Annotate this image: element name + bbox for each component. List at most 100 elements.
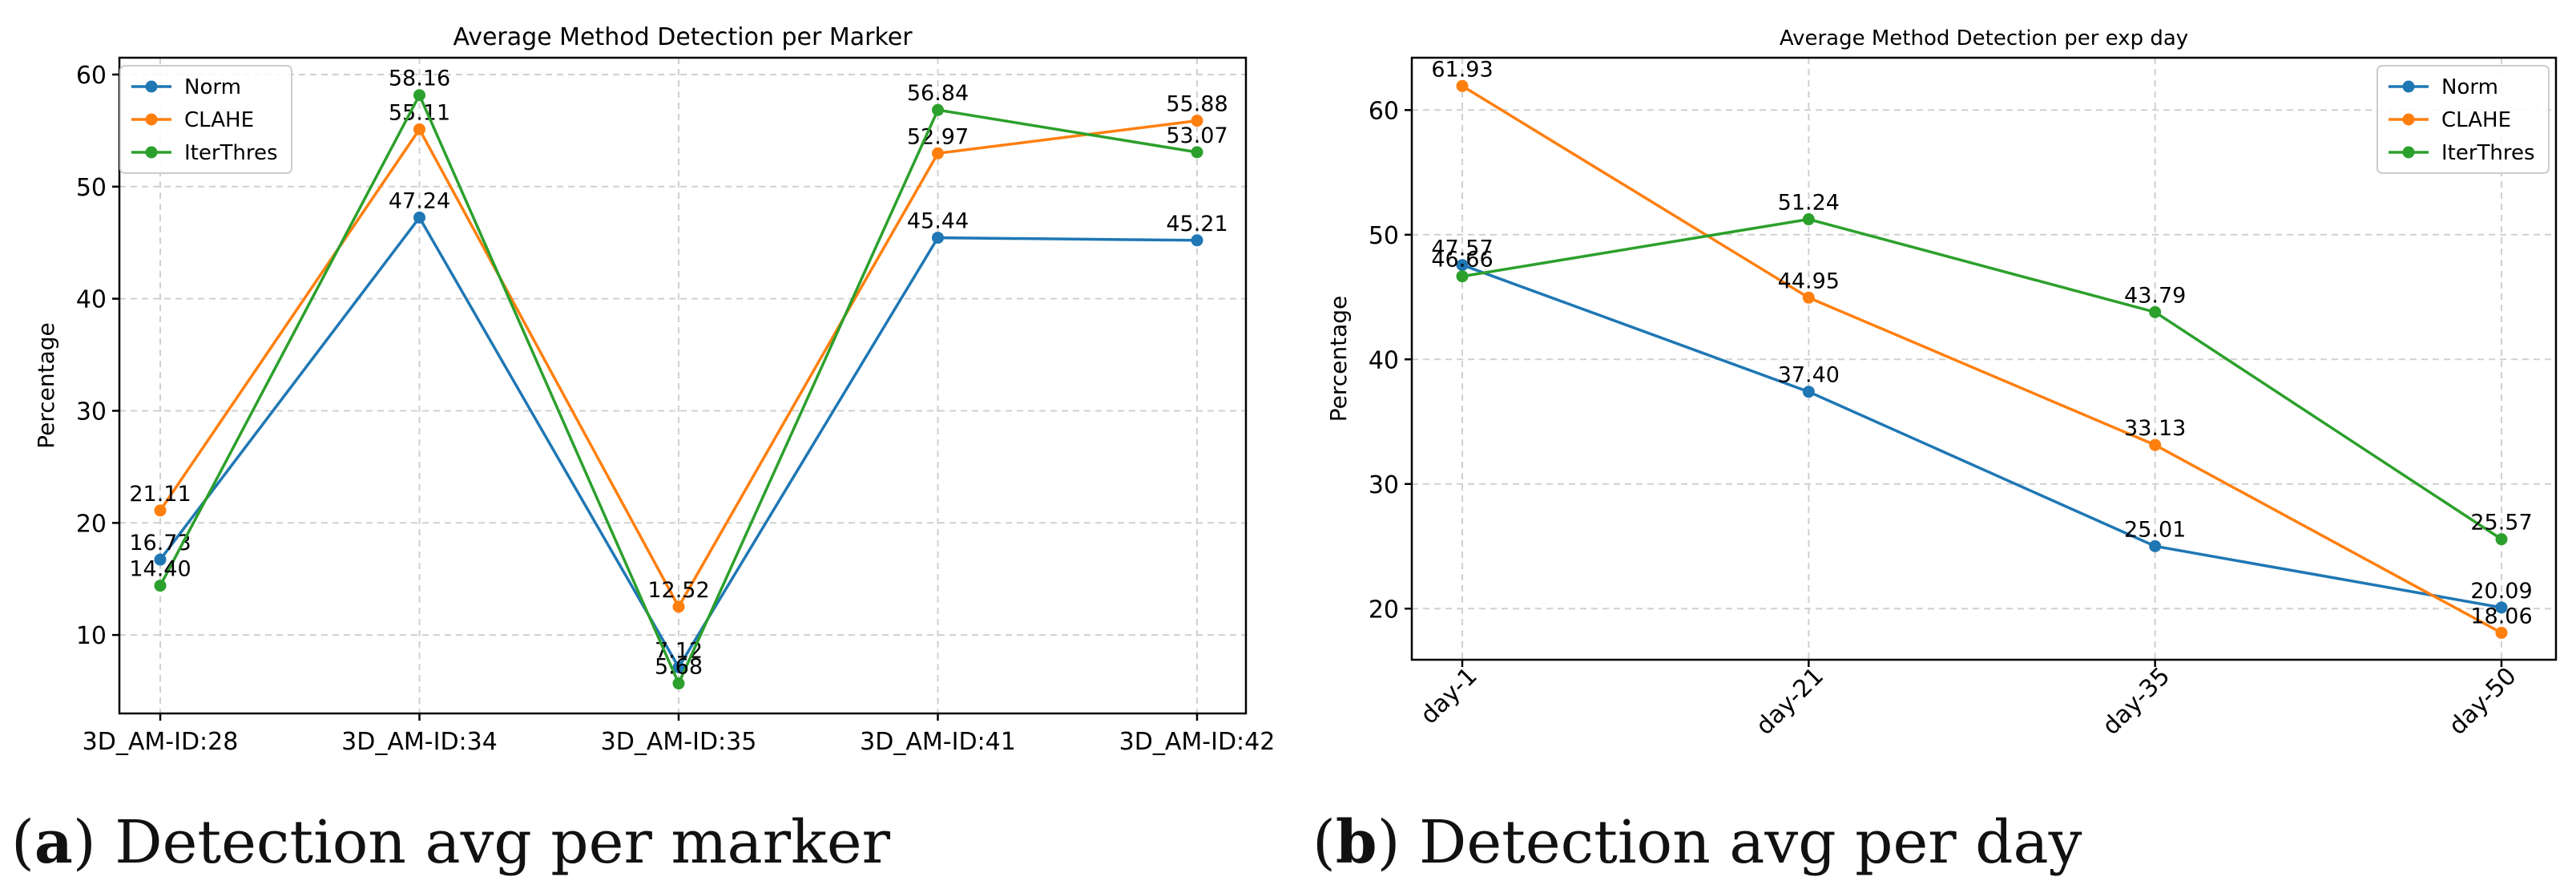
data-point-norm [1191, 234, 1203, 247]
data-label: 56.84 [907, 81, 969, 106]
data-point-norm [1802, 386, 1815, 398]
data-label: 5.68 [655, 655, 703, 680]
caption-a: (a) Detection avg per marker [11, 808, 891, 877]
x-tick-label: day-50 [2444, 662, 2522, 741]
series-line-norm [1461, 263, 2502, 609]
data-point-iterthres [1802, 213, 1815, 226]
data-point-clahe [2495, 626, 2508, 639]
data-label: 55.11 [389, 100, 450, 125]
data-point-iterthres [2495, 533, 2508, 546]
y-tick-label: 40 [1369, 346, 1399, 374]
y-tick-label: 20 [76, 510, 107, 538]
legend-label: IterThres [184, 141, 278, 165]
data-point-iterthres [2149, 305, 2162, 318]
data-label: 46.66 [1431, 248, 1493, 273]
plot-frame [118, 56, 1248, 715]
data-point-clahe [672, 600, 685, 613]
legend-swatch-marker [2402, 113, 2415, 126]
data-point-clahe [1802, 291, 1815, 304]
y-axis-label: Percentage [1325, 296, 1352, 422]
data-label: 21.11 [129, 482, 191, 507]
data-point-norm [932, 232, 944, 244]
data-label: 45.21 [1166, 212, 1228, 236]
data-point-norm [1456, 259, 1469, 272]
data-label: 18.06 [2470, 604, 2532, 628]
y-tick-label: 60 [76, 62, 107, 90]
legend-swatch-marker [2402, 80, 2415, 93]
x-tick-label: day-1 [1415, 662, 1483, 730]
data-label: 45.44 [907, 209, 969, 234]
legend-label: CLAHE [184, 108, 254, 132]
legend-swatch-marker [145, 80, 158, 93]
x-tick-label: day-21 [1751, 662, 1829, 741]
data-point-clahe [1456, 79, 1469, 92]
data-point-iterthres [672, 677, 685, 690]
y-tick-label: 30 [76, 398, 107, 426]
data-label: 47.24 [389, 188, 450, 213]
data-label: 12.52 [647, 578, 709, 603]
data-label: 14.40 [129, 557, 191, 582]
y-tick-label: 10 [76, 622, 107, 650]
data-point-norm [2495, 601, 2508, 614]
x-tick-label: day-35 [2097, 662, 2175, 741]
data-label: 58.16 [389, 67, 450, 91]
x-tick-label: 3D_AM-ID:35 [601, 728, 757, 756]
x-tick-label: 3D_AM-ID:42 [1119, 728, 1276, 756]
y-tick-label: 20 [1369, 596, 1399, 624]
series-line-clahe [1461, 84, 2502, 634]
legend-swatch-marker [145, 146, 158, 159]
chart-2: Average Method Detection per exp day 20 30… [1325, 26, 2558, 741]
data-point-norm [672, 661, 685, 673]
x-tick-label: 3D_AM-ID:34 [341, 728, 498, 756]
data-point-norm [413, 211, 425, 224]
legend-label: Norm [184, 75, 241, 99]
data-label: 25.57 [2470, 511, 2532, 535]
legend: Norm CLAHE IterThres [119, 65, 292, 174]
y-tick-label: 30 [1369, 471, 1399, 499]
data-point-clahe [1191, 115, 1203, 127]
legend-label: Norm [2441, 75, 2498, 99]
legend-label: IterThres [2441, 141, 2535, 165]
x-tick-label: 3D_AM-ID:41 [860, 728, 1016, 756]
data-label: 37.40 [1778, 363, 1840, 388]
chart-1: Average Method Detection per Marker 10 20 3… [33, 23, 1275, 756]
data-label: 20.09 [2470, 579, 2532, 604]
data-label: 55.88 [1166, 92, 1228, 117]
chart-title: Average Method Detection per Marker [453, 23, 913, 51]
legend-box [2376, 65, 2550, 174]
y-tick-label: 50 [1369, 222, 1399, 250]
data-point-clahe [154, 504, 167, 517]
legend-swatch-marker [145, 113, 158, 126]
series-line-iterthres [1461, 217, 2502, 541]
y-tick-label: 60 [1369, 97, 1399, 125]
legend: Norm CLAHE IterThres [2376, 65, 2550, 174]
data-label: 61.93 [1431, 57, 1493, 82]
y-axis-label: Percentage [33, 322, 59, 449]
data-point-clahe [932, 147, 944, 160]
legend-box [119, 65, 292, 174]
data-label: 33.13 [2124, 416, 2186, 441]
chart-title: Average Method Detection per exp day [1780, 26, 2188, 51]
data-point-norm [154, 553, 167, 566]
data-label: 16.73 [129, 531, 191, 556]
data-point-iterthres [413, 89, 425, 102]
data-label: 52.97 [907, 124, 969, 149]
data-label: 44.95 [1778, 269, 1840, 293]
data-label: 53.07 [1166, 123, 1228, 148]
legend-label: CLAHE [2441, 108, 2511, 132]
data-label: 43.79 [2124, 283, 2186, 308]
data-label: 51.24 [1778, 191, 1840, 216]
data-point-iterthres [932, 103, 944, 116]
data-point-clahe [413, 123, 425, 135]
data-label: 47.57 [1431, 236, 1493, 261]
y-tick-label: 40 [76, 286, 107, 314]
data-point-iterthres [154, 580, 167, 592]
x-tick-label: 3D_AM-ID:28 [83, 728, 239, 756]
data-point-iterthres [1191, 146, 1203, 159]
data-point-clahe [2149, 438, 2162, 451]
y-tick-label: 50 [76, 174, 107, 202]
data-label: 25.01 [2124, 517, 2186, 542]
data-point-norm [2149, 539, 2162, 552]
legend-swatch-marker [2402, 146, 2415, 159]
